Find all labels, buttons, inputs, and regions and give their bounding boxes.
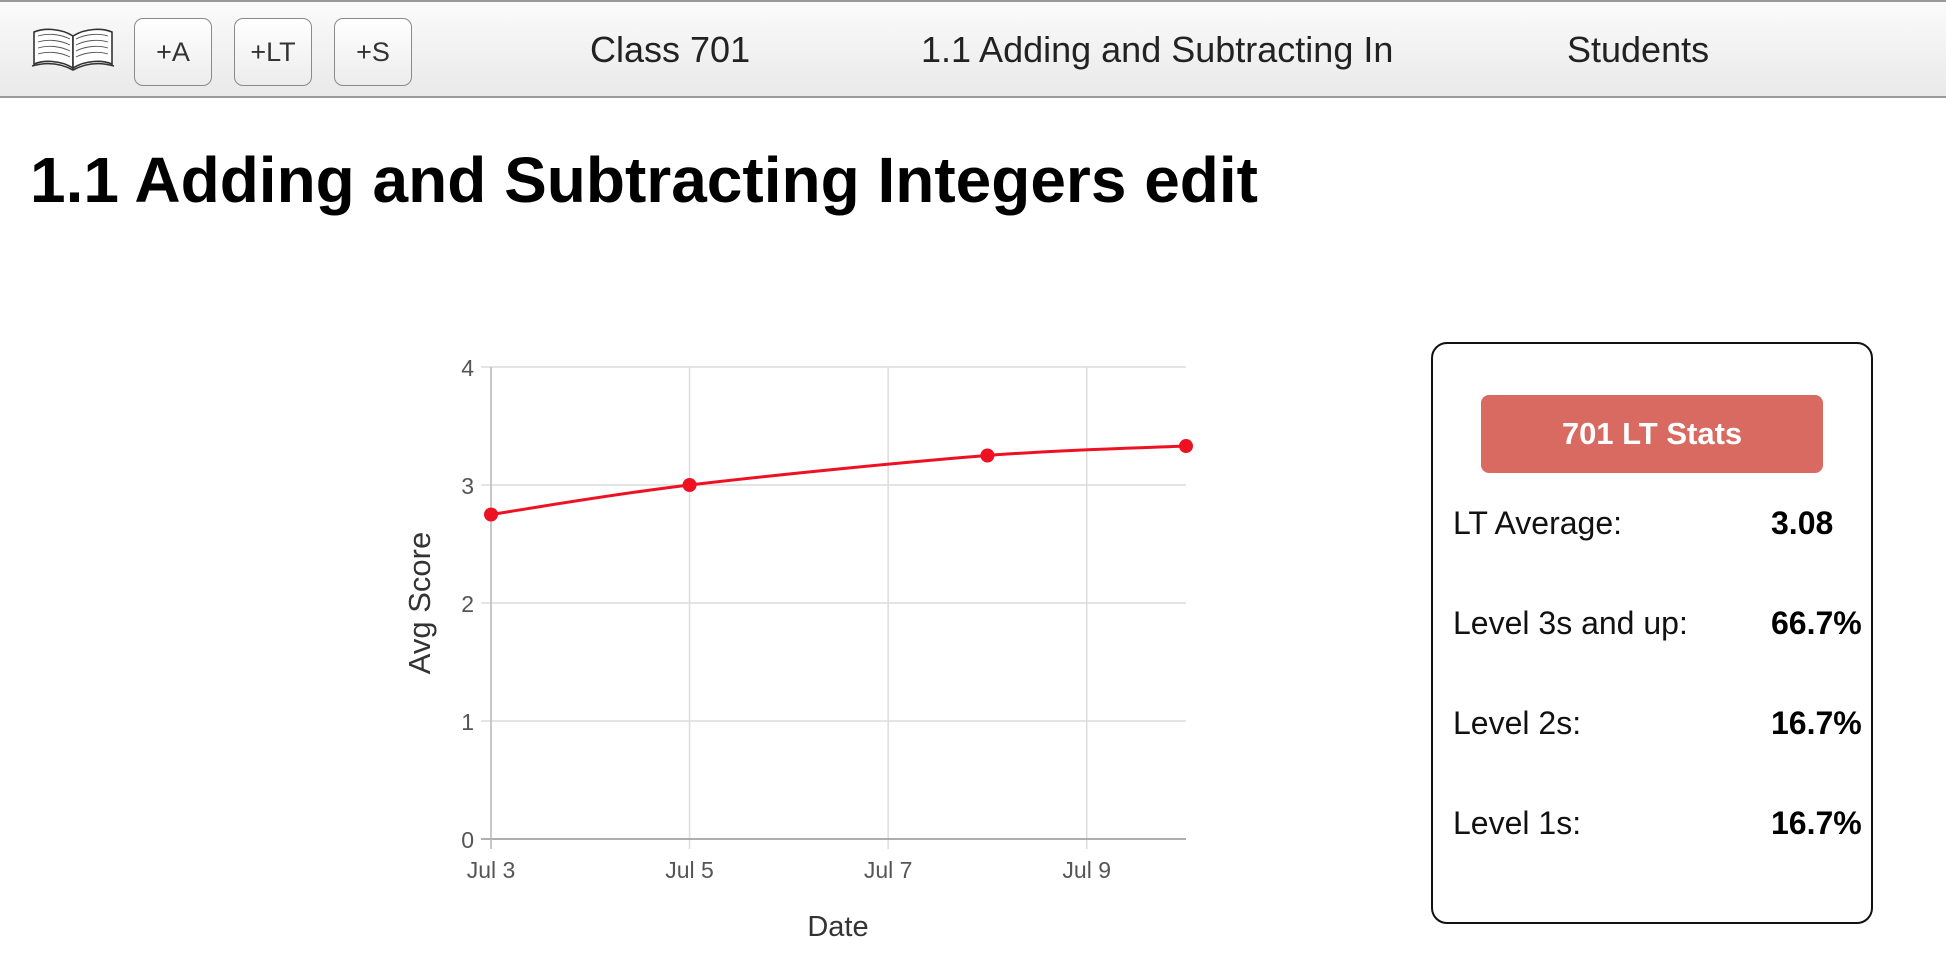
x-axis-ticks: Jul 3 Jul 5 Jul 7 Jul 9 — [467, 857, 1111, 883]
y-axis-label: Avg Score — [402, 532, 437, 674]
stat-row-level-3s: Level 3s and up: 66.7% — [1453, 598, 1862, 648]
x-tick-label: Jul 9 — [1062, 857, 1111, 883]
x-tick-label: Jul 7 — [864, 857, 913, 883]
stat-label: Level 3s and up: — [1453, 605, 1688, 641]
stat-label: Level 1s: — [1453, 805, 1582, 841]
stat-row-level-2s: Level 2s: 16.7% — [1453, 698, 1862, 748]
page-title: 1.1 Adding and Subtracting Integers edit — [30, 140, 1258, 220]
x-tick-label: Jul 3 — [467, 857, 516, 883]
nav-class-link[interactable]: Class 701 — [590, 29, 751, 70]
edit-link[interactable]: edit — [1144, 144, 1258, 216]
add-learning-target-button[interactable]: +LT — [234, 18, 312, 86]
stat-value: 66.7% — [1771, 605, 1862, 641]
y-tick-label: 0 — [461, 827, 474, 853]
stat-row-lt-average: LT Average: 3.08 — [1453, 498, 1853, 548]
stat-label: Level 2s: — [1453, 705, 1582, 741]
data-points — [484, 439, 1193, 522]
lt-stats-panel: 701 LT Stats LT Average: 3.08 Level 3s a… — [1431, 342, 1873, 924]
stat-value: 3.08 — [1771, 505, 1834, 541]
nav-students-link[interactable]: Students — [1567, 29, 1710, 70]
data-point[interactable] — [484, 507, 498, 522]
series-line — [490, 444, 1187, 516]
nav-learning-target-link[interactable]: 1.1 Adding and Subtracting In — [921, 29, 1394, 70]
page-title-text: 1.1 Adding and Subtracting Integers — [30, 144, 1127, 216]
add-assessment-button[interactable]: +A — [134, 18, 212, 86]
data-point[interactable] — [682, 478, 697, 492]
add-student-button[interactable]: +S — [334, 18, 412, 86]
stat-label: LT Average: — [1453, 505, 1623, 541]
lt-stats-title[interactable]: 701 LT Stats — [1481, 395, 1823, 473]
y-axis-ticks: 0 1 2 3 4 — [461, 355, 474, 853]
open-book-icon[interactable] — [30, 26, 116, 72]
y-tick-label: 4 — [461, 355, 474, 381]
data-point[interactable] — [980, 448, 995, 463]
stat-row-level-1s: Level 1s: 16.7% — [1453, 798, 1862, 848]
chart-gridlines — [481, 366, 1186, 849]
avg-score-line-chart: 0 1 2 3 4 Jul 3 Jul 5 Jul 7 Jul 9 Avg Score Dat… — [402, 355, 1193, 943]
y-tick-label: 1 — [461, 709, 474, 735]
y-tick-label: 2 — [461, 591, 474, 617]
data-point[interactable] — [1179, 439, 1193, 454]
x-axis-label: Date — [807, 911, 868, 943]
stat-value: 16.7% — [1771, 805, 1862, 841]
y-tick-label: 3 — [461, 473, 474, 499]
stat-value: 16.7% — [1771, 705, 1862, 741]
x-tick-label: Jul 5 — [665, 857, 714, 883]
top-navbar: +A +LT +S Class 701 1.1 Adding and Subtr… — [0, 0, 1946, 98]
